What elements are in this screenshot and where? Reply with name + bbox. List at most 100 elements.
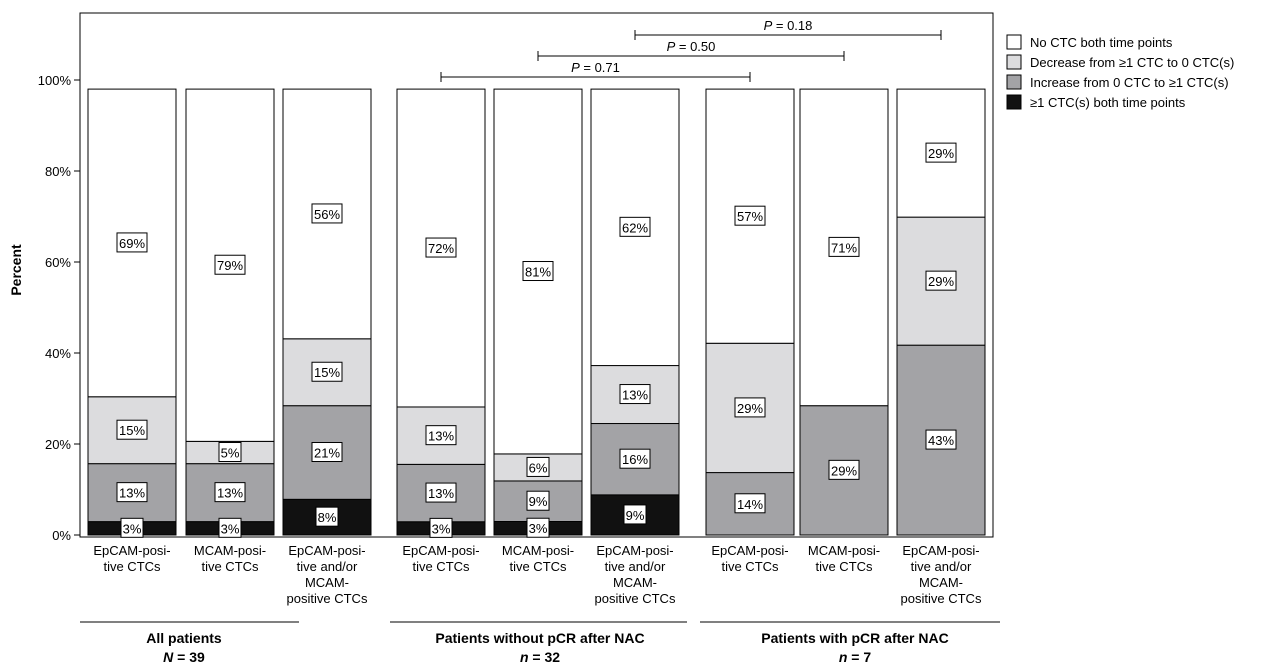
bars: 3% 13% 15% 69% 3% 13% 5% 79% 8% 21% 15% 56% 3% 13% 13%…: [87, 88, 986, 538]
data-label: 57%: [737, 209, 763, 224]
p-value-label: P = 0.71: [571, 60, 620, 75]
data-label: 13%: [622, 388, 648, 403]
data-label: 72%: [428, 241, 454, 256]
data-label-box: [619, 448, 651, 469]
category-label: MCAM-posi-: [808, 543, 880, 558]
data-label-box: [828, 236, 860, 257]
data-label-box: [425, 425, 457, 446]
category-label: EpCAM-posi-: [402, 543, 479, 558]
data-label-box: [828, 459, 860, 480]
category-label: tive CTCs: [412, 559, 470, 574]
y-tick-label: 60%: [45, 255, 71, 270]
data-label: 29%: [737, 401, 763, 416]
data-label: 29%: [831, 463, 857, 478]
group-n: n = 7: [839, 649, 872, 665]
category-label: MCAM-: [305, 575, 349, 590]
category-label: MCAM-posi-: [502, 543, 574, 558]
category-label: tive CTCs: [201, 559, 259, 574]
category-label: tive CTCs: [721, 559, 779, 574]
legend-swatch: [1006, 34, 1022, 50]
data-label-box: [425, 482, 457, 503]
data-label-box: [429, 517, 453, 538]
data-label: 21%: [314, 446, 340, 461]
data-label: 3%: [221, 521, 240, 536]
data-label-box: [116, 482, 148, 503]
data-label-box: [925, 142, 957, 163]
data-label-box: [116, 419, 148, 440]
group-labels: All patients N = 39 Patients without pCR a…: [80, 621, 1000, 665]
data-label: 15%: [119, 423, 145, 438]
category-label: EpCAM-posi-: [93, 543, 170, 558]
data-label: 8%: [318, 510, 337, 525]
legend: No CTC both time points Decrease from ≥1 …: [1006, 34, 1234, 110]
data-label: 29%: [928, 274, 954, 289]
data-label-box: [218, 517, 242, 538]
data-label: 9%: [529, 494, 548, 509]
y-tick-label: 0%: [52, 528, 71, 543]
group-name: Patients with pCR after NAC: [761, 630, 948, 646]
data-label: 15%: [314, 365, 340, 380]
group-name: All patients: [146, 630, 222, 646]
category-label: tive and/or: [605, 559, 666, 574]
category-label: EpCAM-posi-: [288, 543, 365, 558]
data-label: 14%: [737, 497, 763, 512]
data-label-box: [734, 397, 766, 418]
legend-label: Decrease from ≥1 CTC to 0 CTC(s): [1030, 55, 1234, 70]
legend-label: ≥1 CTC(s) both time points: [1030, 95, 1186, 110]
data-label-box: [315, 506, 339, 527]
category-label: MCAM-: [919, 575, 963, 590]
data-label-box: [522, 261, 554, 282]
data-label: 71%: [831, 240, 857, 255]
p-value-brackets: P = 0.71 P = 0.50 P = 0.18: [440, 18, 942, 82]
data-label: 43%: [928, 433, 954, 448]
data-label: 5%: [221, 446, 240, 461]
data-label-box: [311, 203, 343, 224]
data-label: 13%: [428, 429, 454, 444]
category-label: tive and/or: [297, 559, 358, 574]
data-label: 3%: [529, 521, 548, 536]
data-label: 9%: [626, 508, 645, 523]
data-label-box: [311, 361, 343, 382]
category-label: tive CTCs: [103, 559, 161, 574]
y-tick-label: 100%: [38, 73, 72, 88]
y-tick-label: 20%: [45, 437, 71, 452]
category-label: tive CTCs: [509, 559, 567, 574]
group-name: Patients without pCR after NAC: [435, 630, 644, 646]
data-label: 13%: [428, 486, 454, 501]
data-label-box: [120, 517, 144, 538]
category-label: EpCAM-posi-: [596, 543, 673, 558]
data-label: 13%: [217, 486, 243, 501]
category-label: EpCAM-posi-: [711, 543, 788, 558]
y-tick-label: 40%: [45, 346, 71, 361]
category-label: MCAM-: [613, 575, 657, 590]
data-label: 79%: [217, 258, 243, 273]
category-label: tive CTCs: [815, 559, 873, 574]
legend-swatch: [1006, 94, 1022, 110]
legend-swatch: [1006, 74, 1022, 90]
data-label-box: [526, 456, 550, 477]
legend-swatch: [1006, 54, 1022, 70]
data-label: 3%: [432, 521, 451, 536]
group-n: n = 32: [520, 649, 560, 665]
data-label: 13%: [119, 486, 145, 501]
category-label: EpCAM-posi-: [902, 543, 979, 558]
data-label-box: [619, 384, 651, 405]
legend-label: Increase from 0 CTC to ≥1 CTC(s): [1030, 75, 1229, 90]
legend-label: No CTC both time points: [1030, 35, 1173, 50]
data-label: 62%: [622, 220, 648, 235]
data-label: 6%: [529, 460, 548, 475]
category-label: tive and/or: [911, 559, 972, 574]
data-label-box: [311, 442, 343, 463]
data-label-box: [425, 237, 457, 258]
data-label-box: [734, 205, 766, 226]
data-label-box: [734, 493, 766, 514]
category-label: positive CTCs: [901, 591, 982, 606]
category-label: positive CTCs: [287, 591, 368, 606]
p-value-label: P = 0.50: [667, 39, 716, 54]
category-label: MCAM-posi-: [194, 543, 266, 558]
data-label-box: [925, 429, 957, 450]
y-axis-label: Percent: [8, 244, 24, 296]
data-label: 81%: [525, 265, 551, 280]
category-label: positive CTCs: [595, 591, 676, 606]
p-value-label: P = 0.18: [764, 18, 813, 33]
